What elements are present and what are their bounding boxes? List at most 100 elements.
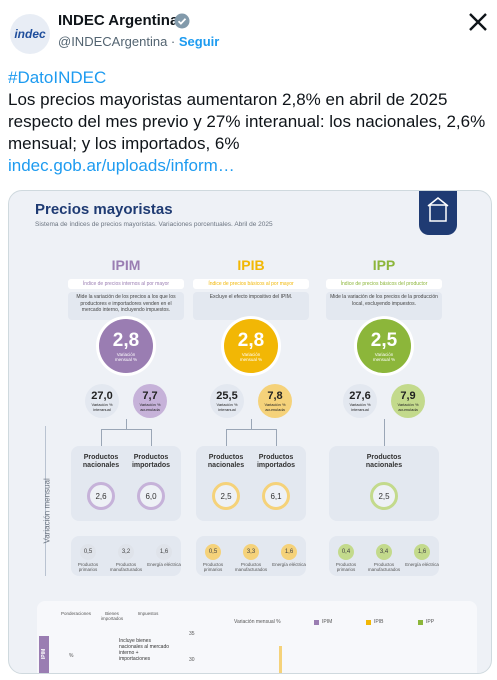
separator: · [170, 34, 176, 49]
panel-name: Índice de precios internos al por mayor [68, 279, 184, 289]
breakdown-label: Productos manufacturados [234, 562, 268, 572]
interanual-label: Variación % interanual [91, 402, 113, 412]
side-line [45, 426, 46, 576]
connector [226, 429, 276, 430]
breakdown-label: Productos primarios [335, 562, 357, 572]
connector [101, 429, 102, 446]
avatar-logo: indec [14, 27, 46, 41]
connector [226, 429, 227, 446]
row-tag [39, 636, 49, 673]
panel-code: IPP [372, 257, 396, 273]
acumulada-value: 7,7 [142, 390, 158, 402]
link[interactable]: indec.gob.ar/uploads/inform… [8, 156, 235, 175]
legend-swatch [418, 620, 423, 625]
breakdown-value: 1,6 [284, 549, 294, 555]
verified-badge [174, 13, 190, 29]
panel-description: Excluye el efecto impositivo del IPIM. [193, 292, 309, 320]
connector [276, 429, 277, 446]
connector [384, 429, 385, 446]
sub-card [71, 446, 181, 521]
breakdown-value: 1,6 [417, 549, 427, 555]
info-title: Precios mayoristas [35, 201, 173, 218]
axis-tick-label: 30 [189, 657, 195, 663]
main-label: Variación mensual % [239, 352, 263, 362]
sub-value: 6,1 [270, 491, 282, 501]
breakdown-label: Productos manufacturados [367, 562, 401, 572]
acumulada-value: 7,8 [267, 390, 283, 402]
main-circle: 2,8 Variación mensual % [224, 319, 278, 373]
main-value: 2,8 [237, 330, 265, 351]
info-subtitle: Sistema de índices de precios mayoristas… [35, 221, 273, 228]
main-label: Variación mensual % [114, 352, 138, 362]
logo-roof [427, 197, 449, 207]
acumulada-value: 7,9 [400, 390, 416, 402]
legend-swatch [366, 620, 371, 625]
main-value: 2,5 [370, 330, 398, 351]
breakdown-value: 0,5 [208, 549, 218, 555]
table-header: Ponderaciones [60, 611, 92, 616]
panel-code: IPIB [237, 257, 265, 273]
main-circle: 2,8 Variación mensual % [99, 319, 153, 373]
sub-label: Productos nacionales [365, 454, 403, 469]
handle[interactable]: @INDECArgentina [58, 34, 168, 49]
row-note: Incluye bienes nacionales al mercado int… [119, 638, 170, 662]
panel-code: IPIM [111, 257, 141, 273]
breakdown-value: 0,5 [83, 549, 93, 555]
breakdown-circle: 3,3 [243, 544, 259, 560]
acumulada-circle: 7,9 Variación % acumulada [391, 384, 425, 418]
sub-ring: 6,0 [137, 482, 165, 510]
row-label: IPIM [41, 648, 47, 660]
legend-label: IPIB [374, 619, 384, 625]
sub-ring: 6,1 [262, 482, 290, 510]
connector [151, 429, 152, 446]
main-value: 2,8 [112, 330, 140, 351]
legend-label: IPP [426, 619, 435, 625]
badge-check [177, 18, 187, 25]
sub-card [196, 446, 306, 521]
connector [384, 419, 385, 429]
avatar[interactable]: indec [10, 14, 50, 54]
sub-value: 6,0 [145, 491, 157, 501]
connector [251, 419, 252, 429]
sub-value: 2,5 [220, 491, 232, 501]
panel-name: Índice de precios básicos del productor [326, 279, 442, 289]
panel-name: Índice de precios básicos al por mayor [193, 279, 309, 289]
panel-description: Mide la variación de los precios a los q… [68, 292, 184, 320]
connector [126, 419, 127, 429]
breakdown-label: Energía eléctrica [405, 562, 439, 567]
x-logo[interactable] [468, 12, 488, 32]
interanual-circle: 27,0 Variación % interanual [85, 384, 119, 418]
sub-label: Productos nacionales [207, 454, 245, 469]
sub-label: Productos importados [256, 454, 296, 469]
interanual-value: 27,0 [91, 390, 113, 402]
breakdown-value: 3,3 [246, 549, 256, 555]
hashtag[interactable]: #DatoINDEC [8, 68, 107, 87]
breakdown-value: 3,4 [379, 549, 389, 555]
account-name[interactable]: INDEC Argentina [58, 12, 179, 29]
follow-button[interactable]: Seguir [178, 34, 220, 49]
tweet-text: Los precios mayoristas aumentaron 2,8% e… [8, 90, 486, 153]
acumulada-label: Variación % acumulada [397, 402, 419, 412]
tweet-body: #DatoINDEC Los precios mayoristas aument… [8, 67, 492, 177]
badge-circle [174, 13, 190, 29]
breakdown-circle: 0,5 [205, 544, 221, 560]
breakdown-value: 1,6 [159, 549, 169, 555]
breakdown-value: 0,4 [341, 549, 351, 555]
breakdown-label: Productos manufacturados [109, 562, 143, 572]
breakdown-circle: 1,6 [414, 544, 430, 560]
acumulada-label: Variación % acumulada [264, 402, 286, 412]
sub-value: 2,5 [378, 491, 390, 501]
logo-house [429, 204, 447, 222]
sub-value: 2,6 [95, 491, 107, 501]
connector [101, 429, 151, 430]
breakdown-label: Energía eléctrica [272, 562, 306, 567]
main-label: Variación mensual % [372, 352, 396, 362]
handle-line: @INDECArgentina · Seguir [58, 34, 219, 49]
infographic[interactable]: Precios mayoristas Sistema de índices de… [8, 190, 492, 674]
side-label: Variación mensual [42, 478, 52, 544]
breakdown-value: 3,2 [121, 549, 131, 555]
legend-swatch [314, 620, 319, 625]
breakdown-label: Productos primarios [202, 562, 224, 572]
breakdown-circle: 1,6 [156, 544, 172, 560]
row-weight: % [69, 653, 74, 659]
